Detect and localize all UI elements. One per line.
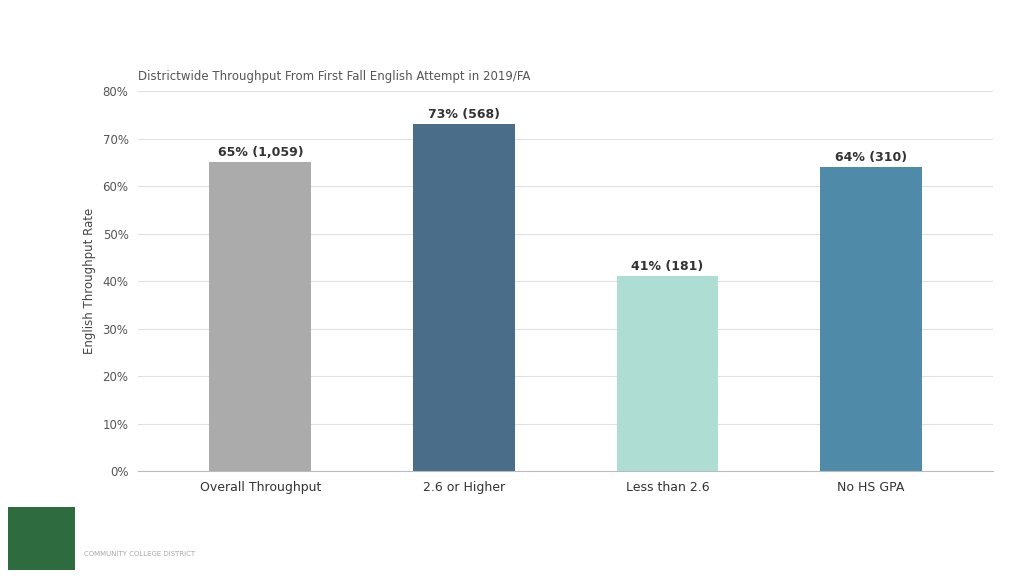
Text: 41% (181): 41% (181): [632, 260, 703, 273]
Bar: [820, 167, 922, 471]
Text: Disaggregated Throughput by HS GPA Buckets for English: Disaggregated Throughput by HS GPA Bucke…: [0, 25, 1024, 60]
Text: 65% (1,059): 65% (1,059): [217, 146, 303, 159]
Text: Once you  go here,: Once you go here,: [869, 521, 988, 534]
Text: 64% (310): 64% (310): [835, 151, 907, 164]
Bar: [413, 124, 515, 471]
Text: WEST HILLS: WEST HILLS: [84, 522, 186, 537]
Y-axis label: English Throughput Rate: English Throughput Rate: [83, 208, 95, 354]
Bar: [8, 507, 75, 570]
Text: Districtwide Throughput From First Fall English Attempt in 2019/FA: Districtwide Throughput From First Fall …: [138, 70, 530, 83]
Bar: [616, 276, 719, 471]
Bar: [210, 162, 311, 471]
Text: COMMUNITY COLLEGE DISTRICT: COMMUNITY COLLEGE DISTRICT: [84, 551, 196, 556]
Text: you can  go anywhere: you can go anywhere: [800, 548, 988, 563]
Text: 73% (568): 73% (568): [428, 108, 500, 121]
